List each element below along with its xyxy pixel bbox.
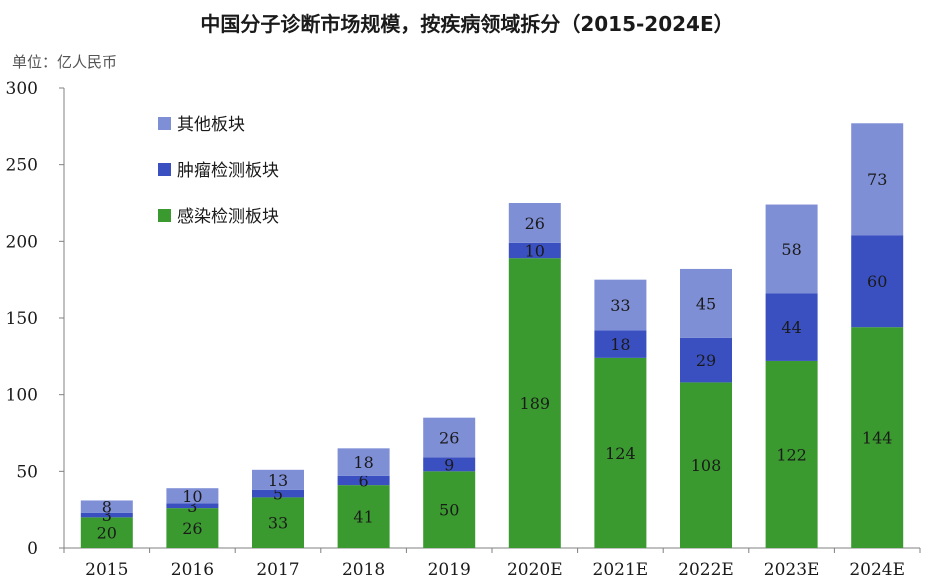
y-tick-label: 150 — [6, 309, 38, 329]
bar-segment — [166, 503, 219, 509]
data-label: 44 — [781, 318, 801, 337]
data-label: 144 — [862, 429, 893, 448]
y-tick-label: 50 — [16, 462, 38, 482]
data-label: 13 — [268, 471, 288, 490]
bar-segment — [508, 242, 561, 259]
x-tick-label: 2015 — [85, 560, 128, 580]
data-label: 33 — [268, 514, 288, 533]
data-label: 33 — [610, 296, 630, 315]
bar-segment — [765, 204, 818, 294]
data-label: 26 — [439, 429, 459, 448]
data-label: 18 — [610, 335, 630, 354]
data-label: 9 — [444, 455, 454, 474]
data-label: 18 — [353, 453, 373, 472]
data-label: 26 — [525, 214, 545, 233]
data-label: 58 — [781, 240, 801, 259]
data-label: 60 — [867, 272, 887, 291]
bar-segment — [423, 471, 476, 548]
x-tick-label: 2023E — [764, 560, 820, 580]
data-label: 73 — [867, 170, 887, 189]
bar-segment — [252, 497, 304, 548]
x-axis: 2015 2016 2017 2018 2019 2020E 2021E 2022E 2023E… — [63, 547, 921, 580]
bar-segment — [594, 330, 647, 358]
unit-label: 单位：亿人民币 — [12, 53, 117, 71]
bar-segment — [80, 500, 133, 513]
bar-segment — [508, 258, 561, 548]
bar-segment — [337, 485, 390, 548]
bar-segment — [252, 469, 304, 490]
bar-segment — [423, 457, 476, 472]
bar-segment — [423, 417, 476, 458]
legend-swatch — [158, 117, 171, 130]
bar-segment — [680, 337, 732, 383]
legend-label: 感染检测板块 — [177, 207, 279, 227]
bar-segment — [594, 279, 647, 331]
y-tick-label: 200 — [6, 232, 38, 252]
y-tick-label: 0 — [27, 539, 38, 559]
data-label: 10 — [525, 242, 545, 261]
x-tick-label: 2018 — [342, 560, 385, 580]
data-label: 50 — [439, 501, 459, 520]
data-label: 3 — [102, 506, 112, 525]
data-label: 189 — [520, 394, 551, 413]
legend-swatch — [158, 209, 171, 222]
y-tick-label: 100 — [6, 386, 38, 406]
legend-label: 肿瘤检测板块 — [177, 161, 279, 181]
x-tick-label: 2024E — [849, 560, 905, 580]
y-axis: 0 50 100 150 200 250 300 — [6, 79, 65, 559]
data-label: 20 — [97, 524, 117, 543]
bar-segment — [765, 360, 818, 548]
bar-segment — [337, 448, 390, 476]
x-tick-label: 2021E — [593, 560, 649, 580]
bar-segment — [166, 508, 219, 548]
bar-segment — [851, 235, 904, 328]
data-label: 122 — [776, 445, 807, 464]
data-label: 6 — [359, 472, 369, 491]
bar-segment — [594, 357, 647, 548]
data-label: 29 — [696, 351, 716, 370]
data-label: 108 — [691, 456, 722, 475]
bar-segment — [851, 327, 904, 548]
bar-segment — [80, 512, 133, 518]
data-label: 41 — [353, 508, 373, 527]
bar-segment — [508, 203, 561, 243]
legend-label: 其他板块 — [177, 115, 245, 135]
x-tick-label: 2020E — [507, 560, 563, 580]
bar-segment — [166, 488, 219, 504]
data-label: 5 — [273, 485, 283, 504]
bar-segment — [252, 489, 304, 498]
bar-segment — [680, 382, 732, 548]
data-label: 3 — [187, 497, 197, 516]
bar-segment — [680, 268, 732, 338]
bar-segment — [851, 123, 904, 236]
legend-swatch — [158, 163, 171, 176]
x-tick-label: 2017 — [256, 560, 299, 580]
bar-segment — [337, 475, 390, 486]
bar-segment — [765, 293, 818, 361]
x-tick-label: 2019 — [428, 560, 471, 580]
x-tick-label: 2016 — [171, 560, 214, 580]
y-tick-label: 250 — [6, 156, 38, 176]
data-label: 45 — [696, 294, 716, 313]
bars: 2038263103351341618509261891026124183310… — [80, 123, 904, 548]
chart-title: 中国分子诊断市场规模，按疾病领域拆分（2015-2024E） — [200, 12, 733, 36]
y-tick-label: 300 — [6, 79, 38, 99]
data-label: 8 — [102, 498, 112, 517]
data-label: 124 — [605, 444, 636, 463]
data-label: 26 — [182, 519, 202, 538]
x-tick-label: 2022E — [678, 560, 734, 580]
data-label: 10 — [182, 487, 202, 506]
bar-segment — [80, 517, 133, 548]
